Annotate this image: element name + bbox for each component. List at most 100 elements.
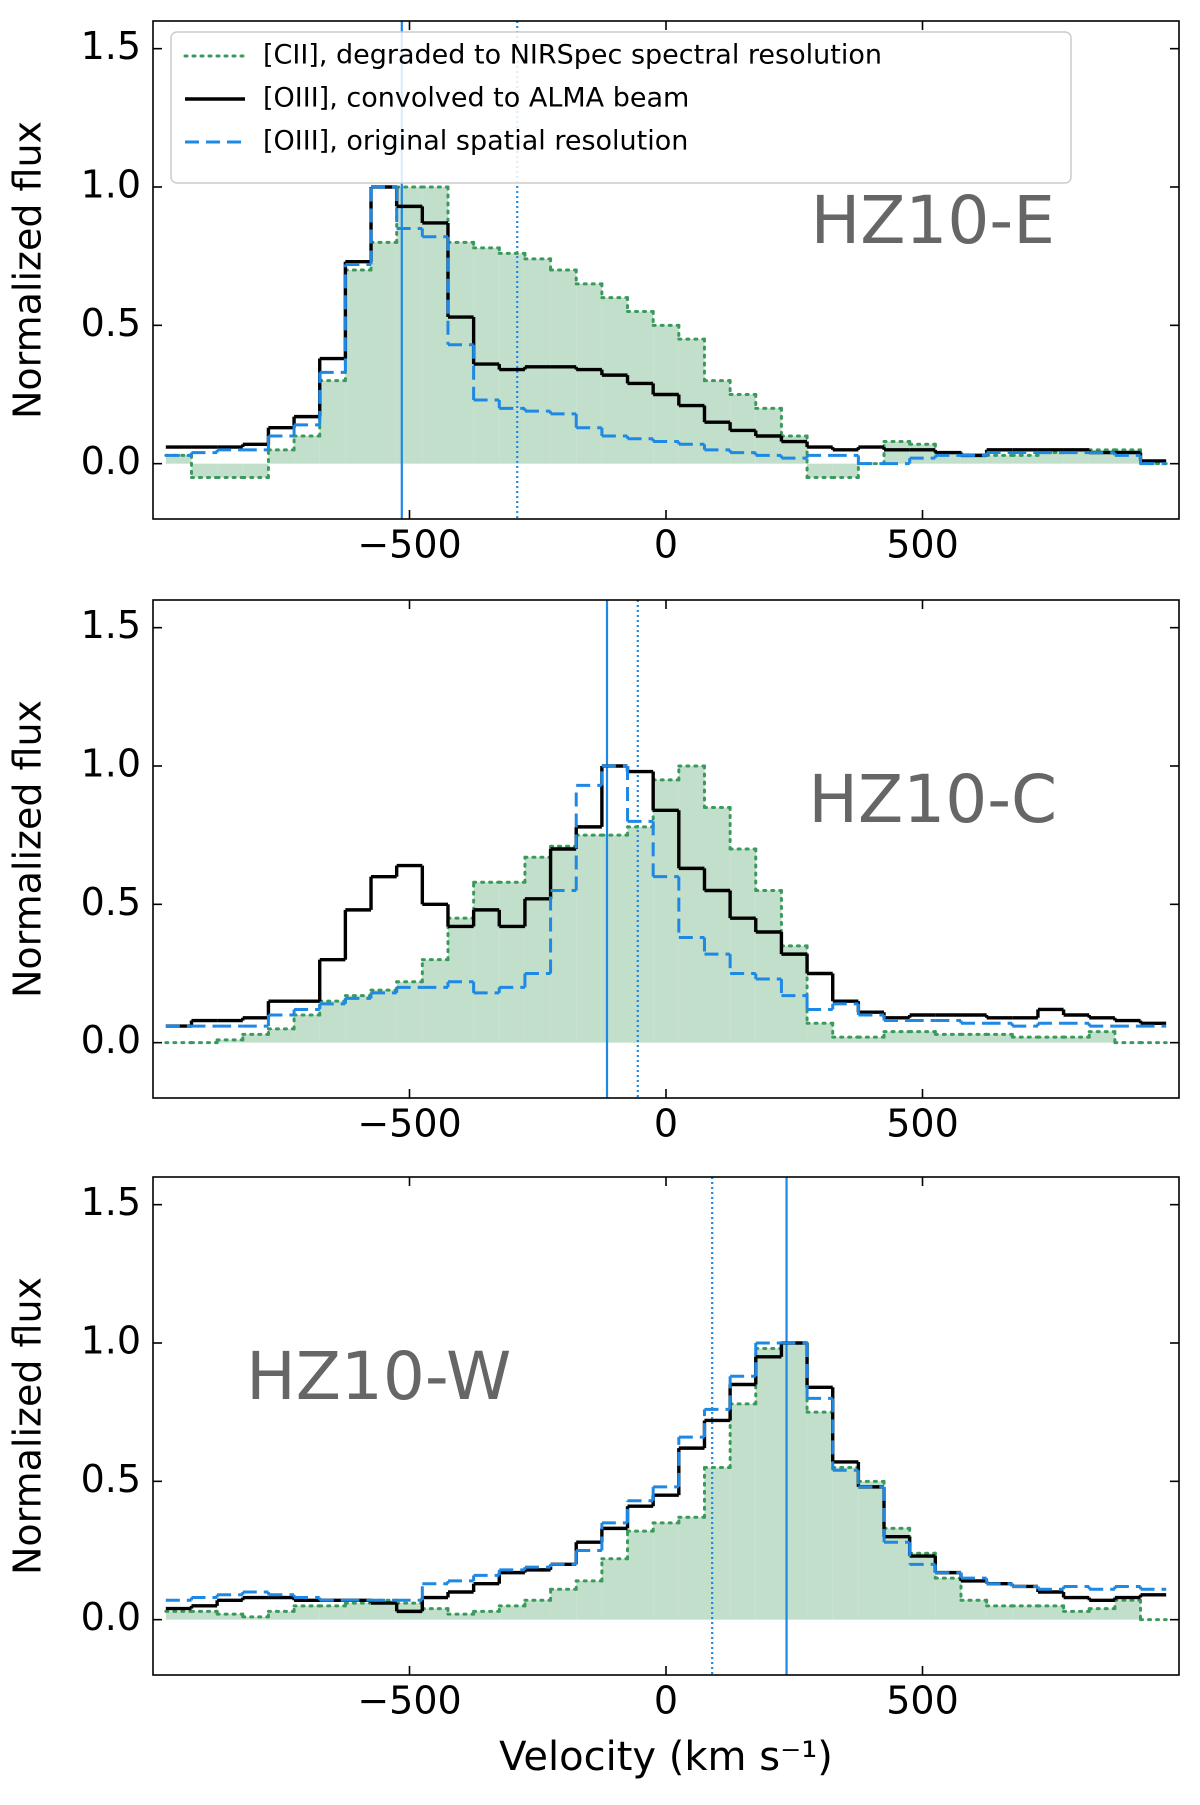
area-bin (473, 247, 500, 464)
area-bin (473, 882, 500, 1043)
area-bin (345, 995, 372, 1043)
x-tick-label: 500 (886, 523, 959, 567)
y-tick-label: 0.0 (81, 1595, 141, 1639)
y-axis-label: Normalized flux (6, 700, 50, 998)
area-bin (242, 1616, 269, 1620)
area-bin (858, 1037, 885, 1043)
area-bin (1012, 1037, 1038, 1043)
plot-area (164, 600, 1168, 1098)
plot-area (164, 1177, 1168, 1675)
area-bin (217, 463, 243, 478)
y-tick-label: 0.0 (81, 1018, 141, 1062)
area-bin (960, 1034, 987, 1043)
y-tick-label: 1.5 (81, 1180, 141, 1224)
area-bin (1089, 1031, 1115, 1043)
x-tick-label: −500 (357, 523, 461, 567)
x-tick-label: 500 (886, 1102, 959, 1146)
area-bin (627, 1531, 654, 1620)
area-bin (678, 766, 705, 1043)
area-bin (447, 1614, 474, 1620)
y-axis-label: Normalized flux (6, 121, 50, 419)
area-bin (191, 463, 218, 478)
area-bin (935, 1578, 961, 1620)
area-bin (447, 242, 474, 464)
area-bin (294, 1605, 320, 1620)
area-bin (986, 455, 1013, 464)
area-bin (1012, 1605, 1038, 1620)
area-bin (371, 990, 397, 1043)
y-tick-label: 0.5 (81, 1457, 141, 1501)
area-bin (268, 1028, 295, 1043)
area-bin (1037, 452, 1064, 464)
panel-annotation: HZ10-W (246, 1338, 511, 1415)
area-bin (319, 1605, 346, 1620)
x-tick-label: 0 (654, 523, 678, 567)
x-tick-label: 500 (886, 1679, 959, 1723)
area-bin (627, 826, 654, 1043)
y-tick-label: 0.5 (81, 880, 141, 924)
area-bin (909, 444, 936, 464)
area-bin (268, 449, 295, 464)
x-tick-label: −500 (357, 1679, 461, 1723)
area-bin (345, 1603, 372, 1620)
area-bin (319, 1001, 346, 1043)
area-bin (601, 297, 628, 464)
area-bin (704, 807, 731, 1043)
panel-annotation: HZ10-C (808, 761, 1057, 838)
area-bin (807, 1023, 833, 1043)
area-bin (1012, 455, 1038, 464)
area-bin (524, 1600, 551, 1620)
x-tick-label: 0 (654, 1102, 678, 1146)
area-bin (960, 1600, 987, 1620)
area-bin (294, 1015, 320, 1043)
area-bin (550, 846, 577, 1043)
area-bin (909, 1031, 936, 1043)
area-bin (1037, 1037, 1064, 1043)
area-bin (653, 779, 679, 1043)
area-bin (858, 1481, 885, 1620)
area-bin (422, 959, 448, 1043)
area-bin (396, 981, 423, 1043)
plot-area (164, 21, 1168, 519)
area-bin (422, 187, 448, 464)
area-bin (499, 882, 525, 1043)
area-bin (832, 463, 859, 478)
area-bin (524, 857, 551, 1043)
y-axis-label: Normalized flux (6, 1277, 50, 1575)
area-bin (1089, 1608, 1115, 1620)
area-bin (601, 1558, 628, 1620)
legend-box (170, 31, 1072, 184)
area-bin (371, 242, 397, 464)
y-tick-label: 1.5 (81, 24, 141, 68)
area-bin (986, 1605, 1013, 1620)
area-bin (165, 1611, 192, 1620)
area-bin (319, 380, 346, 464)
area-bin (755, 890, 782, 1043)
area-bin (627, 311, 654, 464)
area-bin (1037, 1605, 1064, 1620)
area-bin (294, 436, 320, 464)
area-bin (730, 849, 756, 1043)
area-bin (884, 441, 910, 464)
area-bin (345, 270, 372, 464)
area-bin (1114, 1600, 1141, 1620)
y-tick-label: 1.0 (81, 163, 141, 207)
area-bin (242, 463, 269, 478)
x-axis-label: Velocity (km s⁻¹) (499, 1734, 833, 1780)
area-bin (960, 455, 987, 464)
y-tick-label: 0.5 (81, 301, 141, 345)
legend-label: [OIII], original spatial resolution (263, 126, 688, 157)
area-bin (1063, 1611, 1090, 1620)
area-bin (832, 1467, 859, 1620)
y-tick-label: 0.0 (81, 439, 141, 483)
y-tick-label: 1.5 (81, 603, 141, 647)
area-bin (550, 1589, 577, 1620)
area-bin (242, 1034, 269, 1043)
area-bin (499, 1605, 525, 1620)
area-bin (165, 455, 192, 464)
area-bin (499, 253, 525, 464)
area-bin (371, 1600, 397, 1620)
area-bin (884, 1031, 910, 1043)
area-bin (422, 1608, 448, 1620)
